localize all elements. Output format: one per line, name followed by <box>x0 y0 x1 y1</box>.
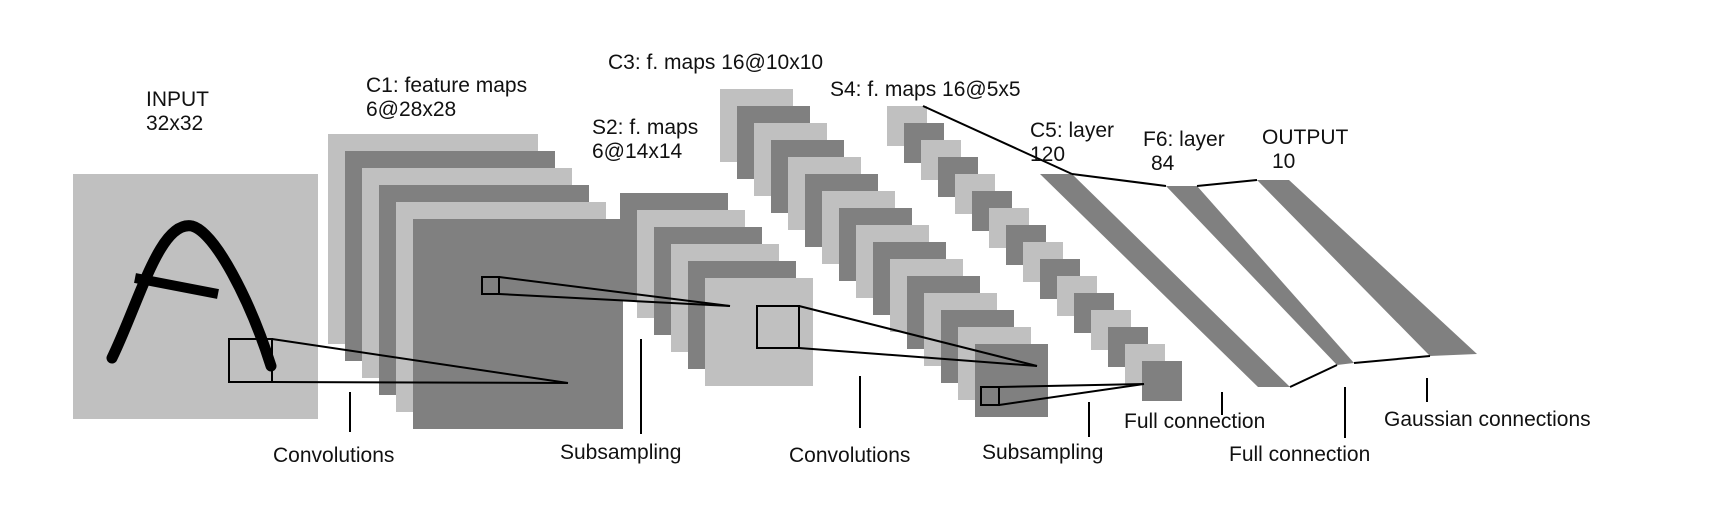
f6-layer <box>1166 186 1354 365</box>
input-size: 32x32 <box>146 112 204 135</box>
op-convolutions-2: Convolutions <box>789 444 911 467</box>
f6-to-output-top-line <box>1196 179 1258 187</box>
c5-label: C5: layer 120 <box>1030 119 1114 167</box>
f6-to-output-bottom-line <box>1353 355 1431 364</box>
output-size: 10 <box>1272 150 1296 173</box>
c1-size: 6@28x28 <box>366 98 457 121</box>
f6-name: F6: layer <box>1143 128 1225 151</box>
c1-name: C1: feature maps <box>366 74 528 97</box>
op-subsampling-2: Subsampling <box>982 441 1104 464</box>
op-convolutions-1: Convolutions <box>273 444 395 467</box>
s4-feature-map <box>1142 361 1182 401</box>
output-label: OUTPUT 10 <box>1262 126 1348 174</box>
s4-to-c5-top-line <box>922 105 1073 175</box>
c5-to-f6-top-line <box>1071 173 1167 187</box>
input-image <box>73 174 318 419</box>
op-gaussian-connections: Gaussian connections <box>1384 408 1591 431</box>
input-label: INPUT 32x32 <box>146 88 209 136</box>
s2-name: S2: f. maps <box>592 116 699 139</box>
c1-receptive-field-box <box>481 276 500 295</box>
sub2-projection-line <box>998 383 1145 406</box>
c1-label: C1: feature maps 6@28x28 <box>366 74 527 122</box>
op-full-connection-1: Full connection <box>1124 410 1266 433</box>
conv2-projection-line <box>798 347 1038 367</box>
op-full-connection-2: Full connection <box>1229 443 1371 466</box>
c3-label: C3: f. maps 16@10x10 <box>608 51 823 75</box>
c5-receptive-field-box <box>980 386 1000 406</box>
c5-layer <box>1040 174 1290 387</box>
c3-receptive-field-box <box>756 305 800 349</box>
letter-a-stroke <box>106 220 277 372</box>
conv1-projection-line <box>271 338 569 384</box>
output-layer <box>1257 180 1477 356</box>
s2-feature-map <box>705 278 813 386</box>
s2-label: S2: f. maps 6@14x14 <box>592 116 698 164</box>
f6-size: 84 <box>1151 152 1175 175</box>
input-name: INPUT <box>146 88 209 111</box>
s4-label: S4: f. maps 16@5x5 <box>830 78 1021 102</box>
s4-name: S4: f. maps 16@5x5 <box>830 78 1021 101</box>
c3-name: C3: f. maps 16@10x10 <box>608 51 824 74</box>
c5-to-f6-bottom-line <box>1289 364 1338 388</box>
c1-feature-map <box>413 219 623 429</box>
input-receptive-field-box <box>228 338 273 383</box>
sub1-projection-line <box>498 276 731 307</box>
c3-feature-map <box>975 344 1048 417</box>
sub2-projection-line <box>998 383 1145 388</box>
output-name: OUTPUT <box>1262 126 1349 149</box>
s2-size: 6@14x14 <box>592 140 683 163</box>
sub1-projection-line <box>498 293 731 307</box>
f6-label: F6: layer 84 <box>1143 128 1225 176</box>
letter-a-crossbar <box>134 273 219 299</box>
c5-size: 120 <box>1030 143 1066 166</box>
op-subsampling-1: Subsampling <box>560 441 682 464</box>
conv1-projection-line <box>271 381 569 384</box>
conv2-projection-line <box>798 305 1038 367</box>
c5-name: C5: layer <box>1030 119 1115 142</box>
